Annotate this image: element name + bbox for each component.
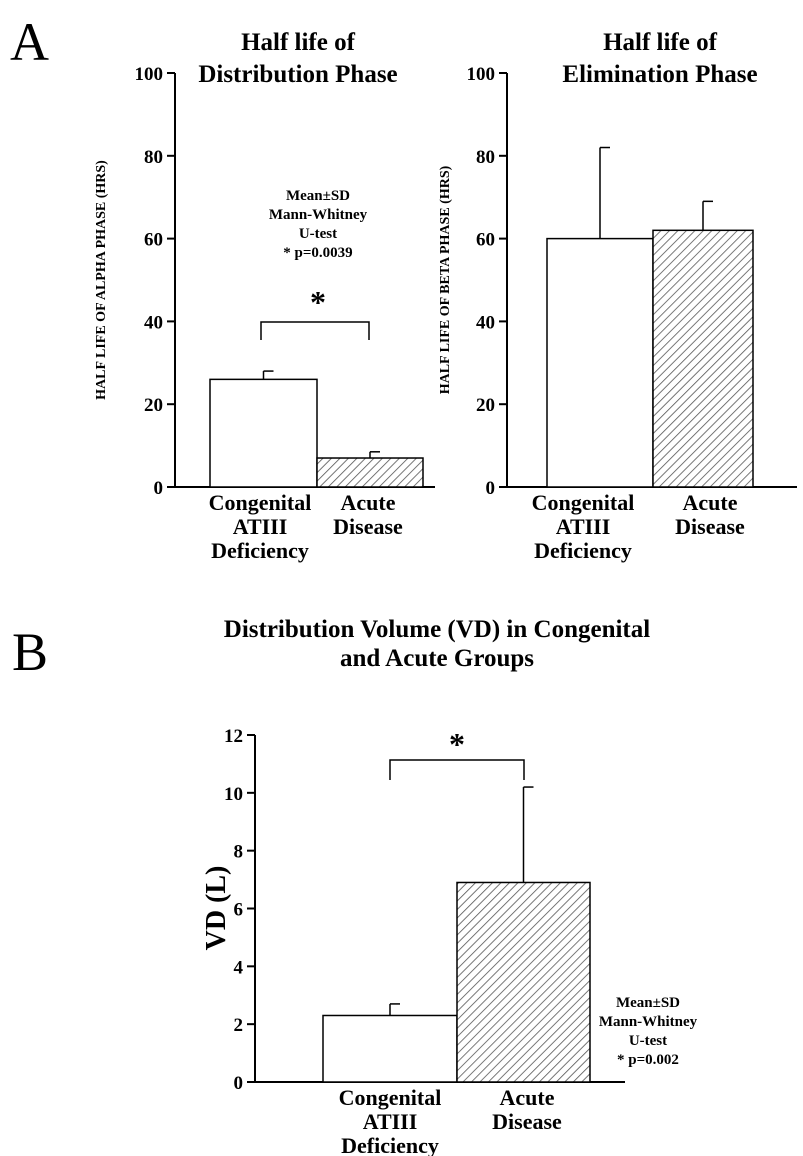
x-category-label: ATIII bbox=[363, 1109, 418, 1134]
stats-annotation: * p=0.002 bbox=[617, 1052, 679, 1068]
chart-alpha-half-life: Half life of Distribution Phase HALF LIFE … bbox=[94, 29, 435, 563]
y-axis-label: HALF LIFE OF BETA PHASE (HRS) bbox=[438, 165, 453, 394]
stats-annotation: Mann-Whitney bbox=[269, 207, 368, 223]
y-tick-label: 6 bbox=[234, 900, 244, 921]
x-category-label: Disease bbox=[675, 514, 745, 539]
panel-label-a: A bbox=[10, 12, 49, 72]
panel-label-b: B bbox=[12, 622, 48, 682]
significance-bracket bbox=[260, 321, 370, 340]
significance-bracket bbox=[389, 759, 525, 780]
x-category-label: Congenital bbox=[209, 490, 312, 515]
y-tick-label: 60 bbox=[476, 230, 495, 251]
y-tick-label: 0 bbox=[154, 478, 164, 499]
y-tick-label: 4 bbox=[234, 957, 244, 978]
y-tick-label: 80 bbox=[144, 147, 163, 168]
x-category-label: ATIII bbox=[233, 514, 288, 539]
chart-title-line: Distribution Volume (VD) in Congenital bbox=[224, 616, 650, 643]
y-tick-label: 8 bbox=[234, 842, 244, 863]
stats-annotation: Mann-Whitney bbox=[599, 1014, 698, 1030]
x-category-label: Congenital bbox=[532, 490, 635, 515]
x-category-label: Deficiency bbox=[341, 1133, 439, 1156]
chart-beta-half-life: Half life of Elimination Phase HALF LIFE O… bbox=[438, 29, 797, 563]
stats-annotation: U-test bbox=[299, 226, 337, 242]
chart-title-line: Distribution Phase bbox=[198, 61, 397, 88]
y-axis-label: HALF LIFE OF ALPHA PHASE (HRS) bbox=[94, 160, 109, 400]
x-category-label: Acute bbox=[500, 1085, 555, 1110]
chart-title-line: and Acute Groups bbox=[340, 645, 534, 672]
x-category-label: Acute bbox=[683, 490, 738, 515]
x-category-label: Disease bbox=[492, 1109, 562, 1134]
chart-distribution-volume: Distribution Volume (VD) in Congenitalan… bbox=[201, 616, 698, 1156]
y-tick-label: 80 bbox=[476, 147, 495, 168]
bar bbox=[546, 237, 654, 488]
x-category-label: Acute bbox=[341, 490, 396, 515]
y-tick-label: 40 bbox=[476, 312, 495, 333]
chart-title-line: Half life of bbox=[603, 29, 718, 56]
bar bbox=[316, 457, 424, 488]
y-tick-label: 12 bbox=[224, 726, 243, 747]
bar bbox=[456, 881, 591, 1083]
bar bbox=[652, 229, 754, 488]
y-tick-label: 2 bbox=[234, 1015, 244, 1036]
y-tick-label: 20 bbox=[144, 395, 163, 416]
stats-annotation: Mean±SD bbox=[286, 188, 350, 204]
y-tick-label: 40 bbox=[144, 312, 163, 333]
x-category-label: Deficiency bbox=[534, 538, 632, 563]
bar bbox=[209, 378, 318, 488]
y-tick-label: 0 bbox=[486, 478, 496, 499]
y-tick-label: 20 bbox=[476, 395, 495, 416]
chart-title-line: Half life of bbox=[241, 29, 356, 56]
x-category-label: ATIII bbox=[556, 514, 611, 539]
stats-annotation: U-test bbox=[629, 1033, 667, 1049]
y-tick-label: 60 bbox=[144, 230, 163, 251]
y-tick-label: 100 bbox=[467, 64, 496, 85]
x-category-label: Disease bbox=[333, 514, 403, 539]
stats-annotation: Mean±SD bbox=[616, 995, 680, 1011]
significance-star: * bbox=[449, 726, 465, 762]
x-category-label: Deficiency bbox=[211, 538, 309, 563]
x-category-label: Congenital bbox=[339, 1085, 442, 1110]
y-tick-label: 10 bbox=[224, 784, 243, 805]
bar bbox=[322, 1014, 458, 1083]
y-axis-label: VD (L) bbox=[201, 866, 232, 951]
stats-annotation: * p=0.0039 bbox=[283, 245, 352, 261]
chart-title-line: Elimination Phase bbox=[562, 61, 757, 88]
significance-star: * bbox=[310, 284, 326, 320]
y-tick-label: 0 bbox=[234, 1073, 244, 1094]
y-tick-label: 100 bbox=[135, 64, 164, 85]
